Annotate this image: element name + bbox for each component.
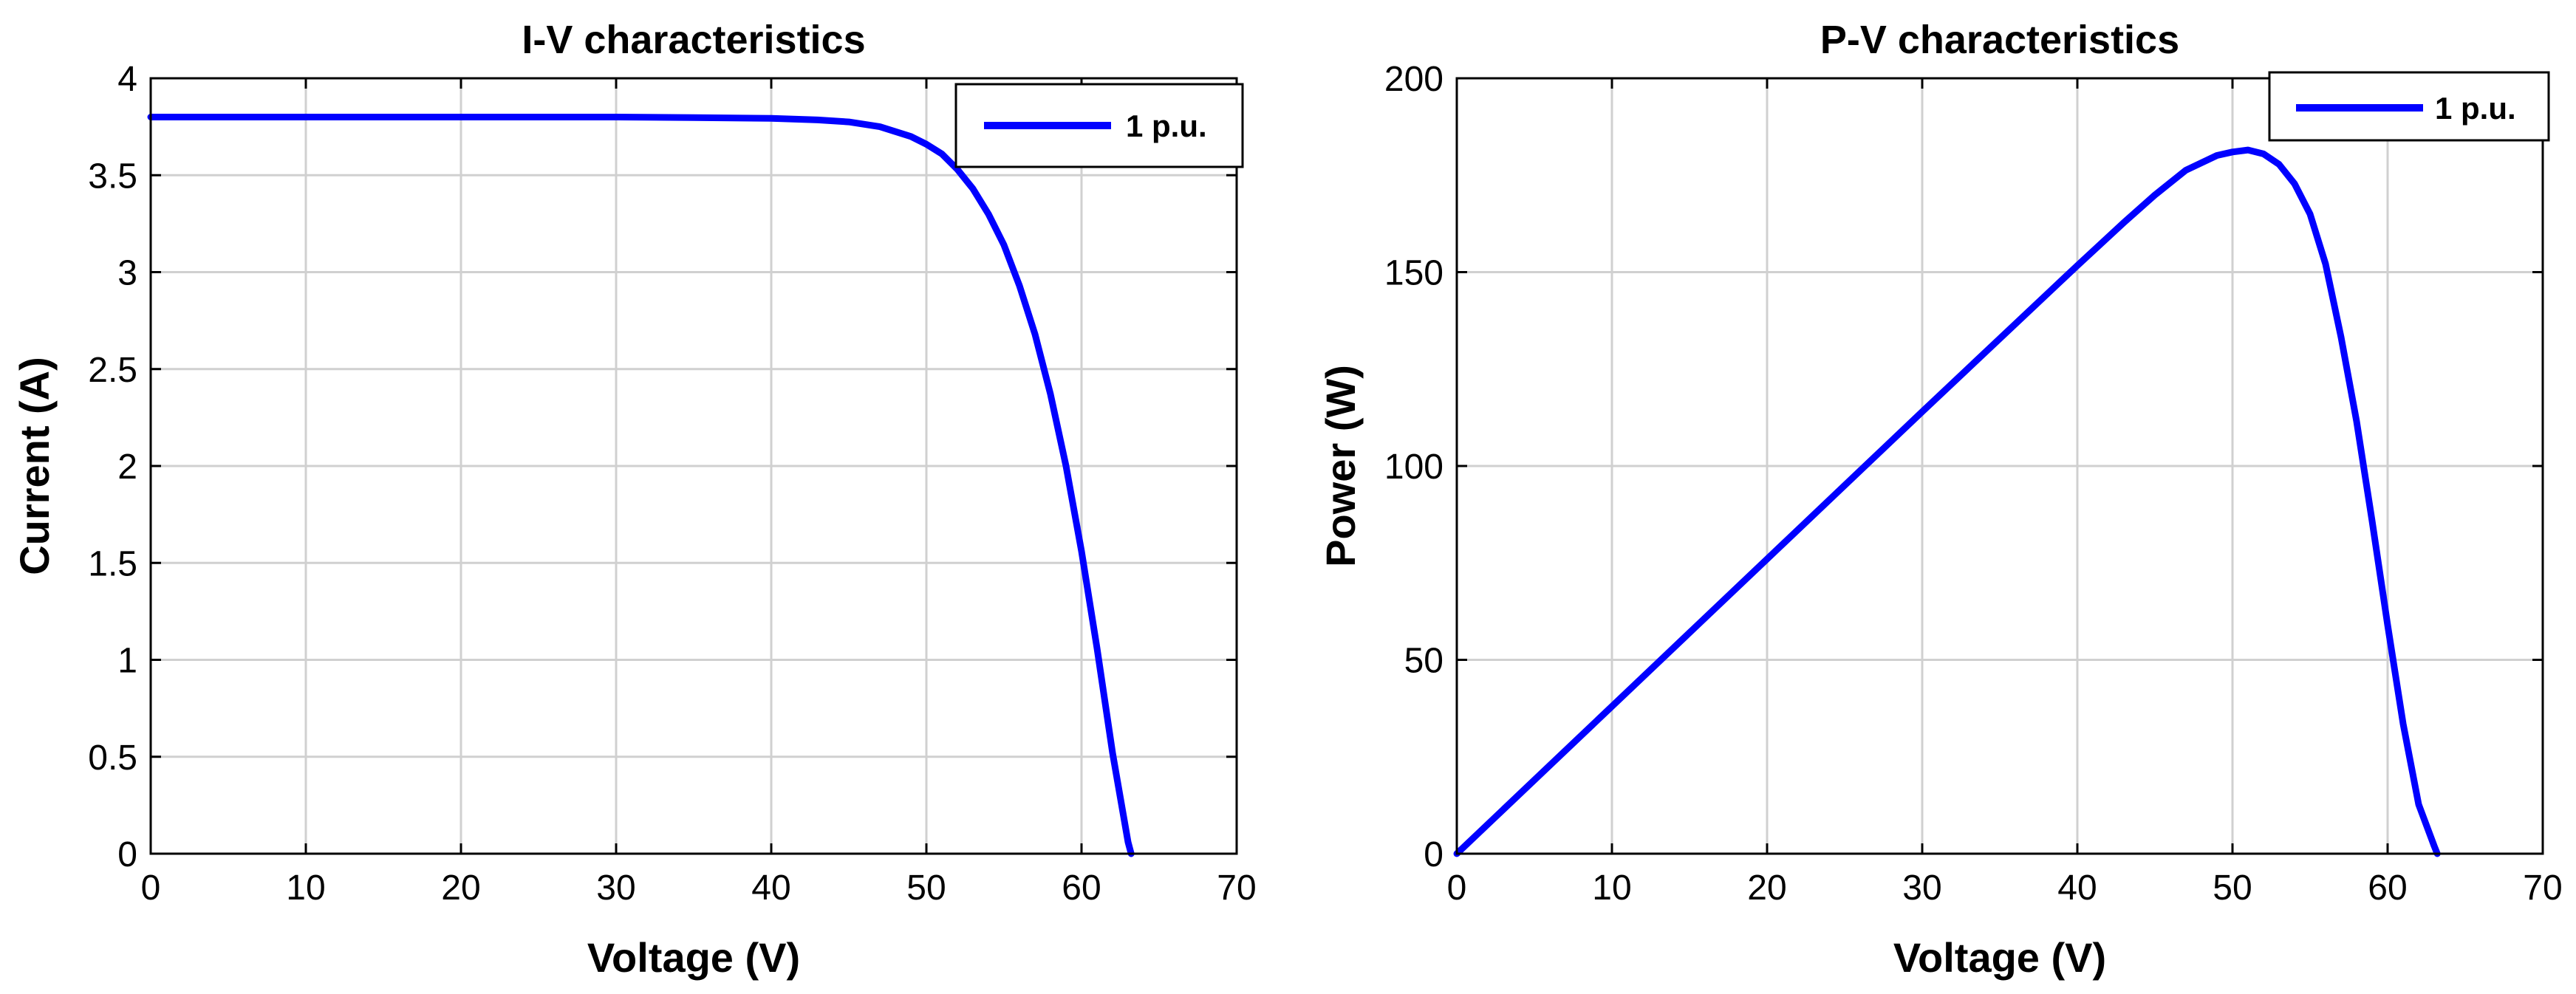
pv-y-axis-label: Power (W) [1317,365,1364,567]
iv-ytick-label-6: 3 [117,254,137,293]
pv-ytick-label-2: 100 [1384,448,1444,487]
pv-xtick-label-0: 0 [1447,868,1467,908]
iv-y-axis-label: Current (A) [11,357,58,575]
iv-xtick-label-1: 10 [286,868,325,908]
pv-grid [1457,78,2543,854]
pv-series [1453,146,2441,857]
pv-chart: 0 10 20 30 40 50 60 70 0 50 100 150 200 P-V characte… [1317,18,2563,981]
iv-ytick-label-3: 1.5 [88,544,137,583]
iv-ticks: 0 10 20 30 40 50 60 70 0 0.5 1 1.5 2 2.5 3 3.5 4 [88,60,1256,908]
pv-xtick-label-7: 70 [2523,868,2562,908]
pv-xtick-label-5: 50 [2213,868,2252,908]
pv-ticks: 0 10 20 30 40 50 60 70 0 50 100 150 200 [1384,60,2563,908]
iv-xtick-label-0: 0 [141,868,161,908]
pv-ytick-label-1: 50 [1404,642,1444,681]
iv-ytick-label-1: 0.5 [88,738,137,778]
iv-xtick-label-2: 20 [441,868,480,908]
iv-grid [151,78,1237,854]
iv-xtick-label-3: 30 [596,868,635,908]
pv-legend-label: 1 p.u. [2435,91,2516,126]
pv-xtick-label-2: 20 [1747,868,1786,908]
iv-xtick-label-5: 50 [906,868,946,908]
pv-xtick-label-3: 30 [1902,868,1941,908]
iv-xtick-label-7: 70 [1217,868,1256,908]
iv-xtick-label-6: 60 [1062,868,1101,908]
iv-chart-title: I-V characteristics [522,18,865,62]
pv-ytick-label-4: 200 [1384,60,1444,99]
iv-legend: 1 p.u. [954,83,1244,168]
iv-ytick-label-8: 4 [117,60,137,99]
pv-legend: 1 p.u. [2268,71,2550,142]
pv-xtick-label-4: 40 [2057,868,2097,908]
pv-ytick-label-0: 0 [1424,835,1444,874]
pv-series-line-0 [1453,146,2441,857]
pv-x-axis-label: Voltage (V) [1893,934,2106,981]
iv-series [147,114,1135,857]
iv-xtick-label-4: 40 [751,868,790,908]
pv-ytick-label-3: 150 [1384,254,1444,293]
pv-chart-title: P-V characteristics [1820,18,2179,62]
iv-ytick-label-7: 3.5 [88,157,137,196]
iv-series-line-0 [147,114,1135,857]
iv-ytick-label-5: 2.5 [88,351,137,390]
iv-ytick-label-0: 0 [117,835,137,874]
iv-x-axis-label: Voltage (V) [587,934,800,981]
iv-ytick-label-4: 2 [117,448,137,487]
iv-ytick-label-2: 1 [117,642,137,681]
pv-xtick-label-1: 10 [1592,868,1631,908]
iv-legend-label: 1 p.u. [1126,109,1207,143]
pv-xtick-label-6: 60 [2368,868,2407,908]
iv-chart: 0 10 20 30 40 50 60 70 0 0.5 1 1.5 2 2.5 3 3.5 4 I-V cha… [11,18,1257,981]
